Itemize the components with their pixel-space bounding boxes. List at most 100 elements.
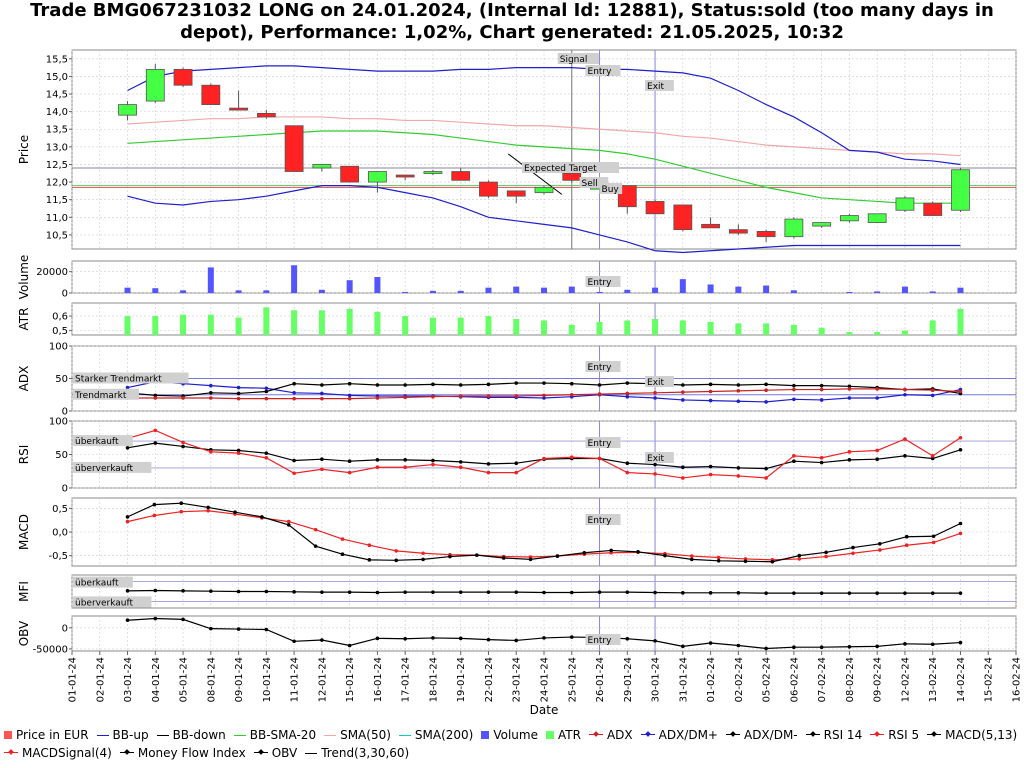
- mfi-line-point: [458, 590, 463, 594]
- buy-label: Buy: [602, 185, 620, 195]
- volume-bar: [596, 291, 603, 293]
- adx-line-point: [958, 389, 963, 394]
- legend-item: ATR: [545, 728, 581, 742]
- candle: [312, 164, 332, 169]
- rsi-entry-label: Entry: [588, 439, 613, 449]
- legend-swatch: [545, 731, 554, 739]
- volume-bar: [291, 265, 298, 293]
- legend-swatch: [233, 734, 246, 736]
- mfi-line-point: [819, 591, 824, 595]
- mfi-line-point: [764, 591, 768, 595]
- atr-bar: [957, 308, 964, 335]
- candle: [368, 171, 387, 183]
- obv-line-point: [708, 641, 713, 645]
- legend-swatch: [870, 731, 885, 739]
- legend-label: BB-SMA-20: [249, 728, 317, 742]
- mfi-overbought-label-bg: [73, 576, 133, 588]
- stock-chart: 10,5 11,0 11,5 12,0 12,5 13,0 13,5 14,0 14,5 15,0…: [17, 49, 1023, 717]
- macd-signal-line-point: [689, 554, 694, 558]
- rsi14-line-point: [903, 454, 907, 458]
- rsi14-line-point: [347, 459, 352, 464]
- bb-sma20-line: [127, 130, 961, 204]
- obv-line-point: [569, 635, 574, 639]
- x-tick-label: 02-02-24: [734, 657, 745, 702]
- legend-label: MACDSignal(4): [22, 746, 112, 760]
- mfi-line-point: [542, 590, 546, 595]
- bb-down-line: [127, 185, 961, 254]
- adx-dm-minus-line-point: [625, 381, 630, 385]
- adx-line-point: [347, 396, 352, 401]
- mfi-line-point: [958, 591, 963, 595]
- candle: [756, 230, 776, 238]
- y-tick-label: 0: [62, 289, 68, 300]
- obv-line-point: [431, 636, 435, 640]
- rsi14-line-point: [431, 458, 435, 463]
- y-tick-label: 13,0: [46, 142, 68, 153]
- rsi5-line-point: [236, 451, 241, 455]
- obv-line-point: [875, 644, 879, 649]
- volume-bar: [568, 286, 575, 293]
- macd-signal-line-point: [206, 508, 210, 513]
- atr-bar: [679, 320, 686, 335]
- macd-line-point: [904, 534, 909, 539]
- rsi5-line-point: [403, 465, 407, 470]
- adx-panel-ylabel: ADX: [17, 366, 31, 392]
- rsi14-line-point: [458, 460, 463, 464]
- y-tick-label: 0: [62, 623, 68, 634]
- candle: [701, 223, 720, 229]
- legend-label: BB-up: [112, 728, 149, 742]
- volume-bar: [513, 286, 520, 293]
- adx-strong-trend-label-bg: [73, 372, 189, 384]
- macd-entry-label-bg: [585, 514, 621, 525]
- mfi-overbought-label: überkauft: [75, 579, 119, 589]
- legend-item: OBV: [253, 746, 297, 760]
- macd-line-point: [152, 502, 157, 507]
- atr-bar: [457, 317, 464, 335]
- adx-dm-minus-line-point: [542, 381, 546, 385]
- atr-bar: [485, 316, 492, 335]
- rsi-oversold-label: überverkauft: [75, 464, 134, 474]
- legend-swatch: [398, 734, 411, 736]
- x-tick-label: 04-01-24: [151, 657, 162, 702]
- obv-line-point: [542, 636, 546, 640]
- atr-bar: [874, 332, 881, 335]
- candle: [423, 171, 443, 174]
- macd-signal-line-point: [394, 549, 399, 553]
- mfi-line-point: [708, 591, 713, 595]
- macd-line-point: [233, 510, 237, 514]
- rsi5-line-point: [792, 454, 796, 458]
- legend-item: BB-down: [156, 728, 226, 742]
- y-tick-label: 100: [49, 417, 68, 428]
- macd-signal-line-point: [878, 548, 882, 552]
- atr-bar: [402, 316, 409, 335]
- adx-line-point: [819, 387, 824, 392]
- legend-swatch: [253, 749, 268, 757]
- adx-dm-plus-line-point: [819, 398, 824, 402]
- x-tick-label: 12-02-24: [900, 657, 911, 702]
- mfi-line-point: [736, 591, 741, 595]
- signal-label: Signal: [560, 55, 588, 65]
- rsi14-line-point: [958, 448, 963, 452]
- atr-bar: [235, 317, 242, 335]
- adx-dm-plus-line-point: [736, 399, 741, 404]
- adx-line-point: [264, 396, 269, 401]
- x-tick-label: 09-02-24: [873, 657, 884, 702]
- macd-line-point: [286, 523, 291, 527]
- legend-swatch: [805, 731, 820, 739]
- x-tick-label: 03-01-24: [123, 657, 134, 702]
- adx-dm-minus-line-point: [375, 383, 380, 387]
- macd-line: [127, 502, 961, 563]
- legend: Price in EUR BB-up BB-down BB-SMA-20 SMA(50)…: [0, 724, 1024, 768]
- mfi-panel: MFI: [17, 574, 1017, 609]
- adx-dm-plus-line-point: [125, 385, 130, 390]
- rsi5-line-point: [681, 476, 685, 480]
- macd-line-point: [878, 542, 882, 546]
- candle: [923, 202, 943, 216]
- rsi14-line-point: [625, 461, 630, 466]
- legend-item: ADX: [588, 728, 633, 742]
- volume-bar: [263, 290, 270, 293]
- candle: [728, 229, 748, 234]
- macd-line-point: [689, 557, 694, 562]
- adx-dm-minus-line-point: [569, 381, 574, 386]
- legend-item: ADX/DM+: [640, 728, 718, 742]
